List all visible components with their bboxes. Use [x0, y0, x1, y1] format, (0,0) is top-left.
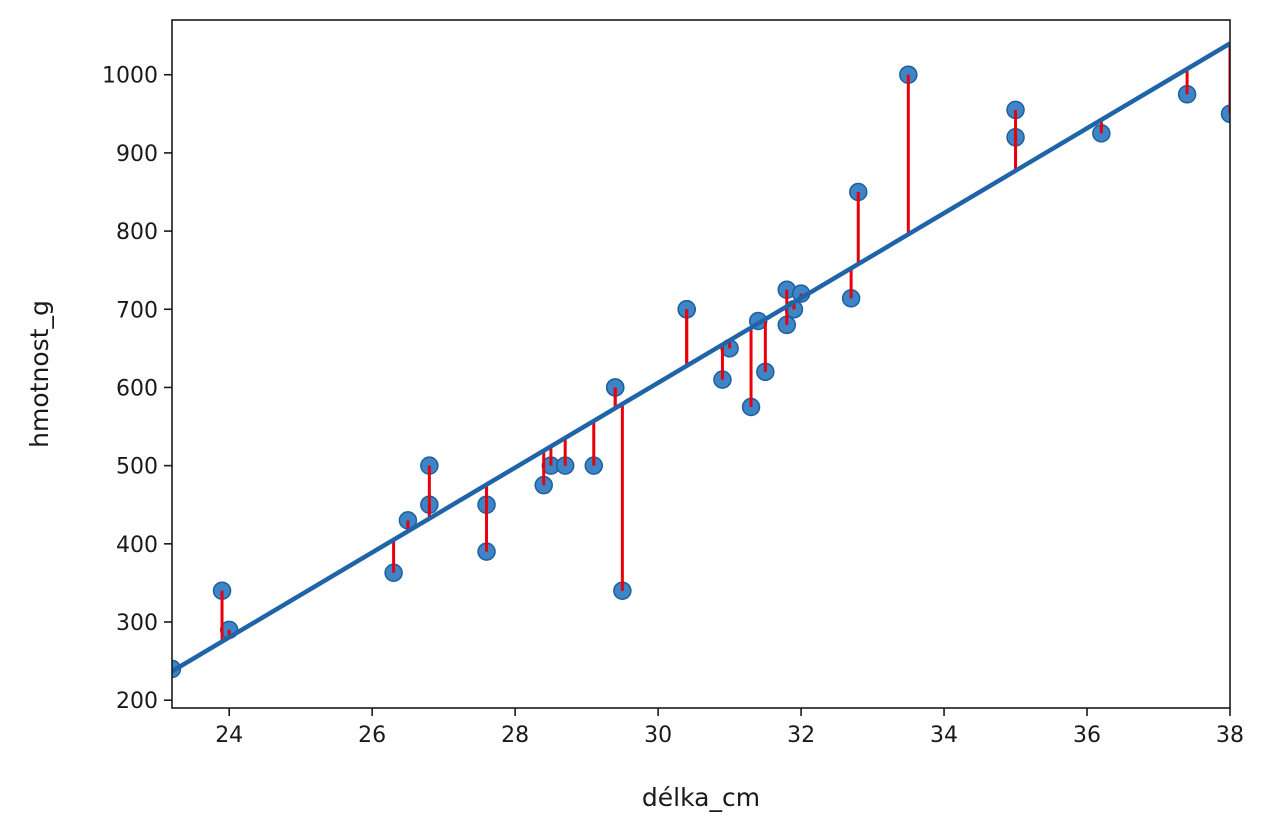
y-tick-label: 600 — [116, 376, 158, 401]
regression-line — [172, 41, 1230, 674]
y-tick-label: 1000 — [102, 64, 158, 89]
y-tick-label: 500 — [116, 455, 158, 480]
axes — [171, 19, 1231, 709]
y-axis-title: hmotnost_g — [25, 300, 54, 448]
plot-frame — [171, 19, 1231, 709]
x-tick-label: 32 — [787, 723, 815, 748]
x-tick-label: 36 — [1073, 723, 1101, 748]
x-axis-title: délka_cm — [642, 783, 760, 812]
regression-line-layer — [172, 41, 1230, 674]
x-tick-label: 34 — [930, 723, 958, 748]
y-axis-ticks: 200 300 400 500 600 700 800 900 1000 — [102, 64, 172, 714]
x-tick-label: 26 — [358, 723, 386, 748]
y-tick-label: 400 — [116, 533, 158, 558]
x-tick-label: 30 — [644, 723, 672, 748]
x-tick-label: 24 — [215, 723, 243, 748]
x-tick-label: 28 — [501, 723, 529, 748]
y-tick-label: 300 — [116, 611, 158, 636]
y-tick-label: 700 — [116, 298, 158, 323]
y-tick-label: 800 — [116, 220, 158, 245]
x-tick-label: 38 — [1216, 723, 1244, 748]
y-tick-label: 200 — [116, 689, 158, 714]
x-axis-ticks: 24 26 28 30 32 34 36 38 — [215, 708, 1244, 748]
y-tick-label: 900 — [116, 142, 158, 167]
data-point — [1220, 104, 1230, 124]
